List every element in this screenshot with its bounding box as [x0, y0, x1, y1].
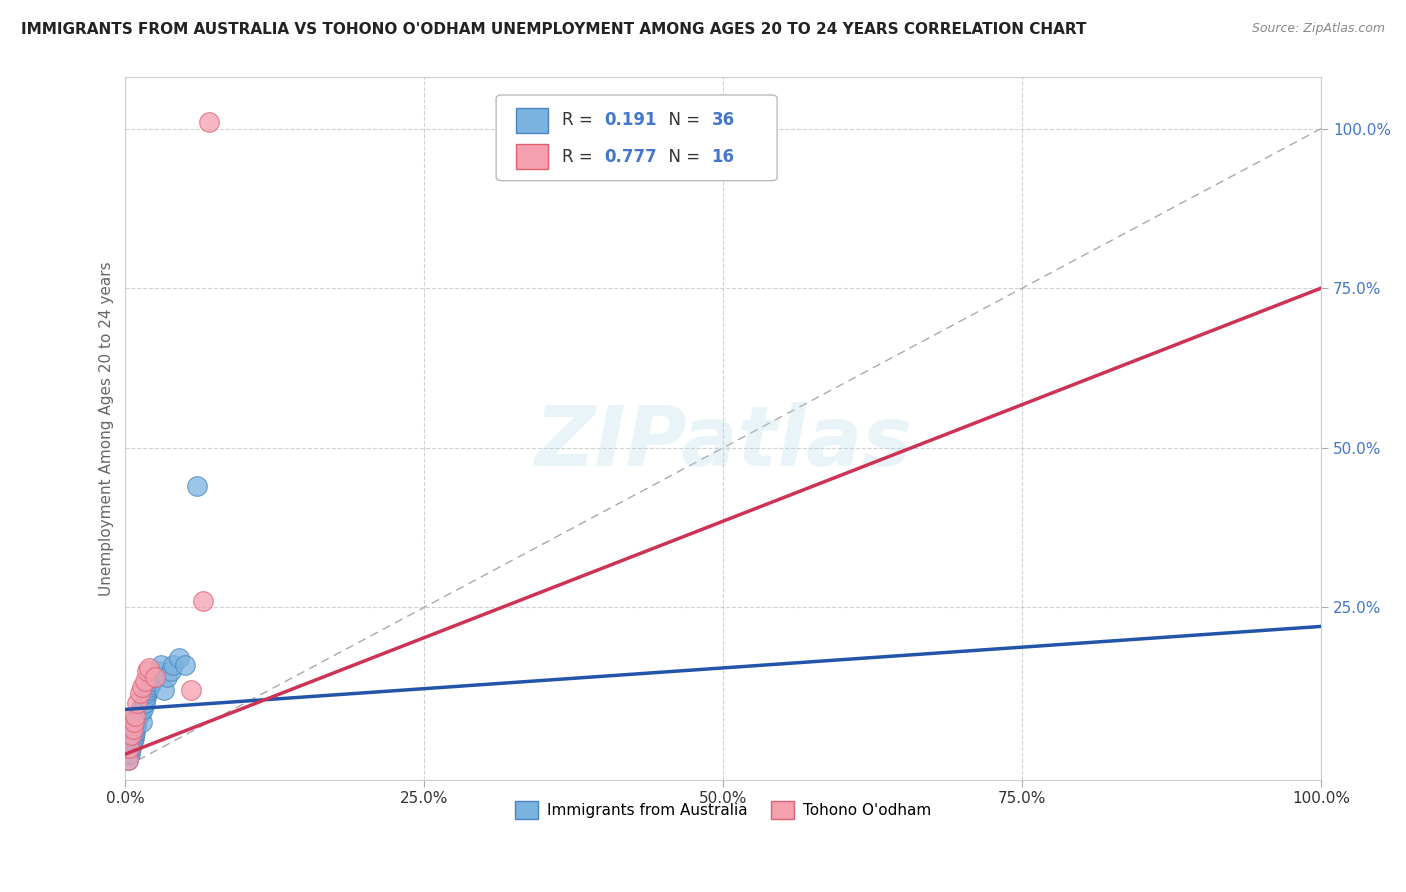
Point: [150, 657, 173, 672]
Point: [160, 664, 183, 678]
Point: [125, 715, 148, 730]
Point: [128, 706, 150, 720]
Point: [141, 673, 163, 688]
Point: [134, 696, 156, 710]
Point: [118, 740, 141, 755]
Text: ZIPatlas: ZIPatlas: [534, 402, 912, 483]
Point: [198, 115, 221, 129]
Point: [132, 702, 155, 716]
Point: [122, 715, 145, 730]
Point: [121, 722, 143, 736]
Legend: Immigrants from Australia, Tohono O'odham: Immigrants from Australia, Tohono O'odha…: [509, 795, 938, 824]
Point: [120, 728, 142, 742]
Point: [145, 670, 167, 684]
Point: [120, 738, 142, 752]
Text: N =: N =: [658, 112, 704, 129]
Point: [128, 686, 150, 700]
FancyBboxPatch shape: [516, 108, 547, 133]
Point: [135, 690, 157, 704]
Point: [136, 683, 159, 698]
Point: [121, 734, 143, 748]
Point: [120, 740, 142, 755]
Text: 16: 16: [711, 148, 734, 166]
Point: [138, 661, 160, 675]
Text: 36: 36: [711, 112, 734, 129]
Text: N =: N =: [658, 148, 704, 166]
Text: 0.777: 0.777: [603, 148, 657, 166]
Text: Source: ZipAtlas.com: Source: ZipAtlas.com: [1251, 22, 1385, 36]
Point: [139, 677, 162, 691]
Point: [136, 686, 159, 700]
Point: [186, 479, 208, 493]
Text: R =: R =: [562, 112, 598, 129]
Point: [127, 696, 149, 710]
Point: [120, 747, 142, 761]
Point: [134, 673, 156, 688]
Point: [124, 708, 146, 723]
Point: [117, 754, 139, 768]
Point: [128, 702, 150, 716]
Point: [117, 754, 139, 768]
Point: [131, 680, 153, 694]
Point: [127, 708, 149, 723]
Point: [129, 706, 152, 720]
Point: [180, 683, 202, 698]
Point: [152, 683, 174, 698]
Point: [193, 594, 215, 608]
Point: [122, 731, 145, 745]
Point: [124, 724, 146, 739]
FancyBboxPatch shape: [516, 144, 547, 169]
Point: [138, 680, 160, 694]
Point: [131, 715, 153, 730]
Point: [122, 728, 145, 742]
Point: [145, 670, 167, 684]
Point: [136, 664, 159, 678]
Point: [127, 712, 149, 726]
Text: IMMIGRANTS FROM AUSTRALIA VS TOHONO O'ODHAM UNEMPLOYMENT AMONG AGES 20 TO 24 YEA: IMMIGRANTS FROM AUSTRALIA VS TOHONO O'OD…: [21, 22, 1087, 37]
Text: R =: R =: [562, 148, 598, 166]
Point: [156, 670, 179, 684]
Y-axis label: Unemployment Among Ages 20 to 24 years: Unemployment Among Ages 20 to 24 years: [100, 261, 114, 596]
Point: [125, 718, 148, 732]
Text: 0.191: 0.191: [603, 112, 657, 129]
FancyBboxPatch shape: [496, 95, 778, 181]
Point: [162, 657, 184, 672]
Point: [169, 651, 191, 665]
Point: [124, 722, 146, 736]
Point: [146, 664, 169, 678]
Point: [174, 657, 197, 672]
Point: [118, 747, 141, 761]
